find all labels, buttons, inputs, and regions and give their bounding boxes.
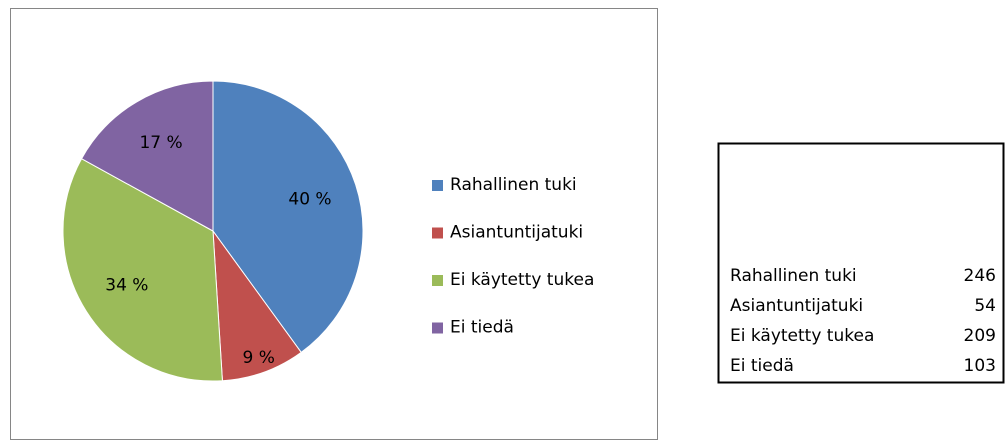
legend-swatch	[432, 227, 443, 239]
table-frame	[717, 142, 1005, 384]
table-name: Ei käytetty tukea	[730, 326, 874, 346]
legend-label: Asiantuntijatuki	[450, 223, 583, 243]
table-count: 246	[964, 266, 996, 286]
table-count: 54	[974, 296, 996, 316]
legend-swatch	[432, 180, 443, 191]
table-count: 209	[964, 326, 996, 346]
slice-label: 40 %	[288, 189, 331, 209]
slice-label: 9 %	[243, 348, 275, 368]
pie-slice	[212, 80, 364, 354]
pie-slice	[212, 229, 302, 382]
legend-label: Ei tiedä	[450, 318, 514, 338]
table-count: 103	[964, 356, 996, 376]
table-name: Ei tiedä	[730, 356, 794, 376]
table-name: Asiantuntijatuki	[730, 296, 863, 316]
legend-label: Rahallinen tuki	[450, 175, 577, 195]
slice-label: 34 %	[105, 276, 148, 296]
legend-swatch	[432, 322, 443, 334]
slice-label: 17 %	[139, 133, 182, 153]
legend-swatch	[432, 275, 443, 286]
legend-label: Ei käytetty tukea	[450, 270, 594, 290]
table-name: Rahallinen tuki	[730, 266, 857, 286]
pie-slice	[80, 80, 214, 232]
